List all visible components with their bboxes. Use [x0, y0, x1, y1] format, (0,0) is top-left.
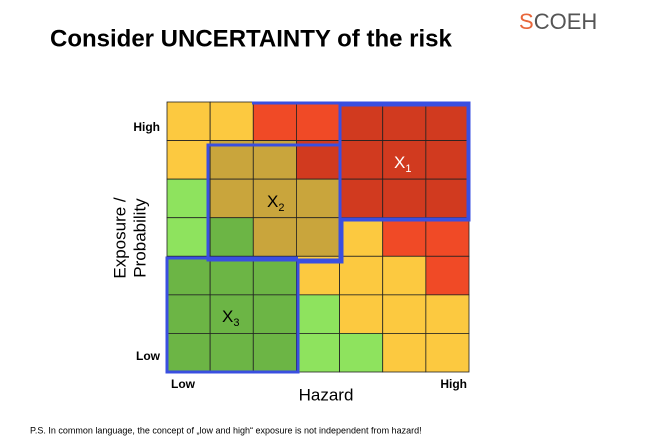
- cell: [382, 333, 427, 373]
- cell: [382, 217, 427, 257]
- cell: [339, 140, 384, 180]
- cell: [296, 333, 340, 373]
- cell: [296, 140, 340, 180]
- region-label: X2: [267, 192, 284, 213]
- x-axis-label: Hazard: [299, 385, 354, 404]
- title: Consider UNCERTAINTY of the risk: [50, 25, 452, 52]
- risk-matrix: [166, 101, 470, 373]
- y-label-line: Exposure /: [110, 197, 129, 279]
- cell: [252, 255, 297, 296]
- logo-rest: COEH: [534, 9, 598, 34]
- region-label: X3: [222, 307, 239, 328]
- y-low: Low: [136, 349, 161, 363]
- cell: [425, 294, 470, 334]
- cell: [252, 101, 297, 141]
- cell: [382, 178, 427, 219]
- cell: [252, 333, 297, 373]
- cell: [166, 217, 211, 257]
- cell: [339, 178, 384, 219]
- cell: [425, 101, 470, 141]
- cell: [166, 178, 211, 219]
- cell: [252, 294, 297, 334]
- logo-s: S: [519, 9, 534, 34]
- y-label-line: Probability: [130, 198, 149, 278]
- cell: [425, 140, 470, 180]
- cell: [209, 140, 254, 180]
- cell: [252, 217, 297, 257]
- region-outlines: [165, 101, 471, 374]
- cell: [339, 255, 384, 296]
- outline-x1-box: [338, 103, 470, 221]
- logo: SCOEH: [519, 9, 597, 34]
- footnote: P.S. In common language, the concept of …: [30, 425, 422, 435]
- cell: [425, 178, 470, 219]
- cell: [339, 333, 384, 373]
- y-axis-label: Exposure / Probability: [110, 197, 149, 279]
- cell: [382, 101, 427, 141]
- cell: [209, 333, 254, 373]
- cell: [209, 217, 254, 257]
- cell: [166, 294, 211, 334]
- cell: [339, 217, 384, 257]
- cell: [166, 101, 211, 141]
- cell: [252, 140, 297, 180]
- x-low: Low: [171, 377, 196, 391]
- cell: [425, 333, 470, 373]
- cell: [166, 140, 211, 180]
- cell: [425, 217, 470, 257]
- cell: [382, 294, 427, 334]
- cell: [296, 217, 340, 257]
- x-high: High: [440, 377, 467, 391]
- cell: [296, 294, 340, 334]
- region-label: X1: [394, 153, 411, 174]
- cell: [339, 294, 384, 334]
- y-high: High: [133, 120, 160, 134]
- cell: [166, 333, 211, 373]
- cell: [296, 178, 340, 219]
- cell: [209, 255, 254, 296]
- cell: [296, 101, 340, 141]
- cell: [209, 178, 254, 219]
- cell: [166, 255, 211, 296]
- cell: [425, 255, 470, 296]
- cell: [382, 255, 427, 296]
- cell: [209, 101, 254, 141]
- cell: [339, 101, 384, 141]
